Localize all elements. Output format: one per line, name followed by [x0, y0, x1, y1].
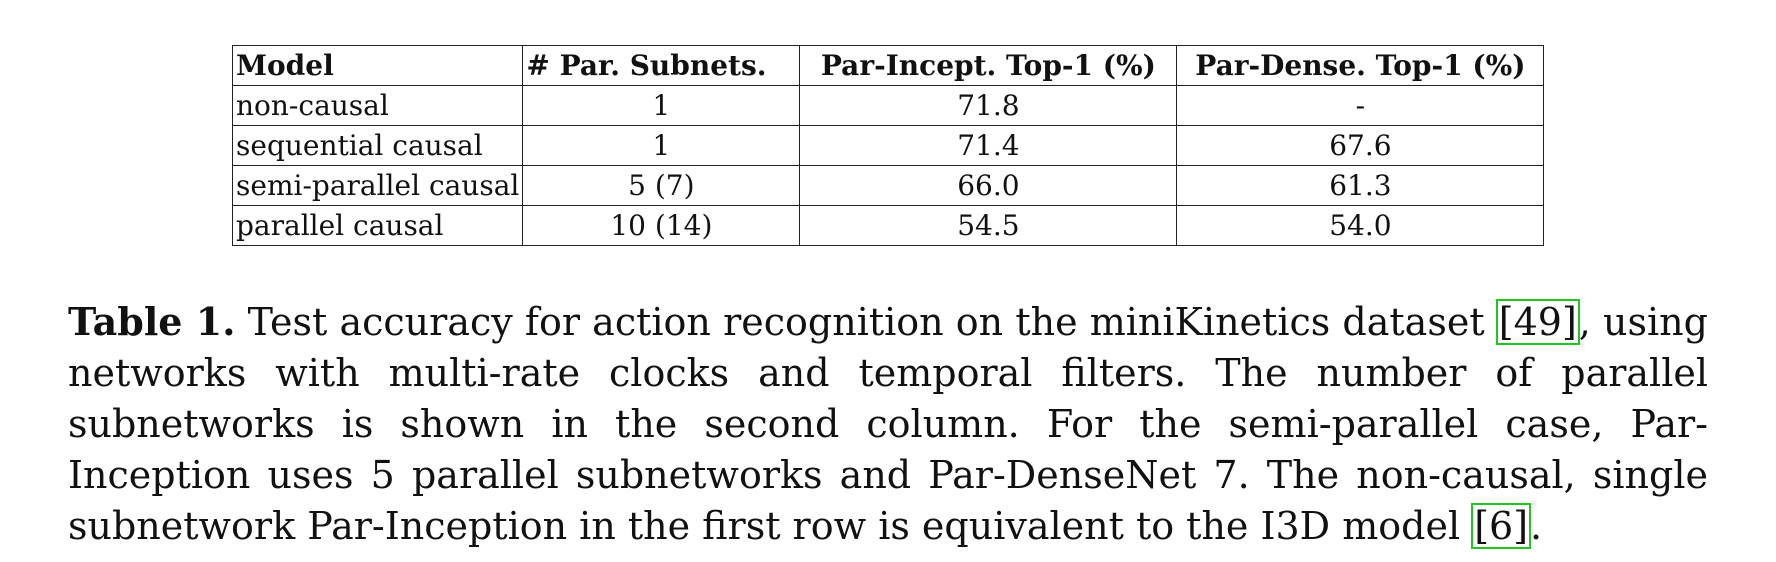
caption-label: Table 1.	[68, 299, 236, 344]
cell-incept: 71.4	[799, 125, 1178, 166]
cell-model: sequential causal	[231, 125, 524, 166]
header-par-dense-top1: Par-Dense. Top-1 (%)	[1176, 45, 1545, 86]
table-caption: Table 1. Test accuracy for action recogn…	[68, 296, 1708, 552]
cell-subnets: 1	[522, 85, 801, 126]
cell-model: semi-parallel causal	[231, 165, 524, 206]
cell-incept: 71.8	[799, 85, 1178, 126]
header-row: Model # Par. Subnets. Par-Incept. Top-1 …	[231, 45, 1545, 86]
header-par-subnets: # Par. Subnets.	[522, 45, 801, 86]
cell-dense: 61.3	[1176, 165, 1545, 206]
cell-subnets: 1	[522, 125, 801, 166]
cell-subnets: 5 (7)	[522, 165, 801, 206]
table-row: non-causal 1 71.8 -	[231, 85, 1545, 126]
header-par-incept-top1: Par-Incept. Top-1 (%)	[799, 45, 1178, 86]
caption-text: Test accuracy for action recognition on …	[235, 300, 1497, 344]
table-header: Model # Par. Subnets. Par-Incept. Top-1 …	[231, 45, 1545, 86]
cell-dense: 67.6	[1176, 125, 1545, 166]
caption-text: .	[1530, 504, 1543, 548]
table-row: parallel causal 10 (14) 54.5 54.0	[231, 205, 1545, 246]
caption-text: , using networks with multi-rate clocks …	[68, 300, 1708, 548]
citation-link[interactable]: [49]	[1495, 299, 1580, 345]
cell-dense: 54.0	[1176, 205, 1545, 246]
cell-model: parallel causal	[231, 205, 524, 246]
cell-incept: 54.5	[799, 205, 1178, 246]
table-row: sequential causal 1 71.4 67.6	[231, 125, 1545, 166]
cell-model: non-causal	[231, 85, 524, 126]
cell-incept: 66.0	[799, 165, 1178, 206]
results-table: Model # Par. Subnets. Par-Incept. Top-1 …	[231, 45, 1545, 246]
table-body: non-causal 1 71.8 - sequential causal 1 …	[231, 85, 1545, 246]
header-model: Model	[231, 45, 524, 86]
cell-subnets: 10 (14)	[522, 205, 801, 246]
citation-link[interactable]: [6]	[1471, 503, 1532, 549]
cell-dense: -	[1176, 85, 1545, 126]
table-row: semi-parallel causal 5 (7) 66.0 61.3	[231, 165, 1545, 206]
